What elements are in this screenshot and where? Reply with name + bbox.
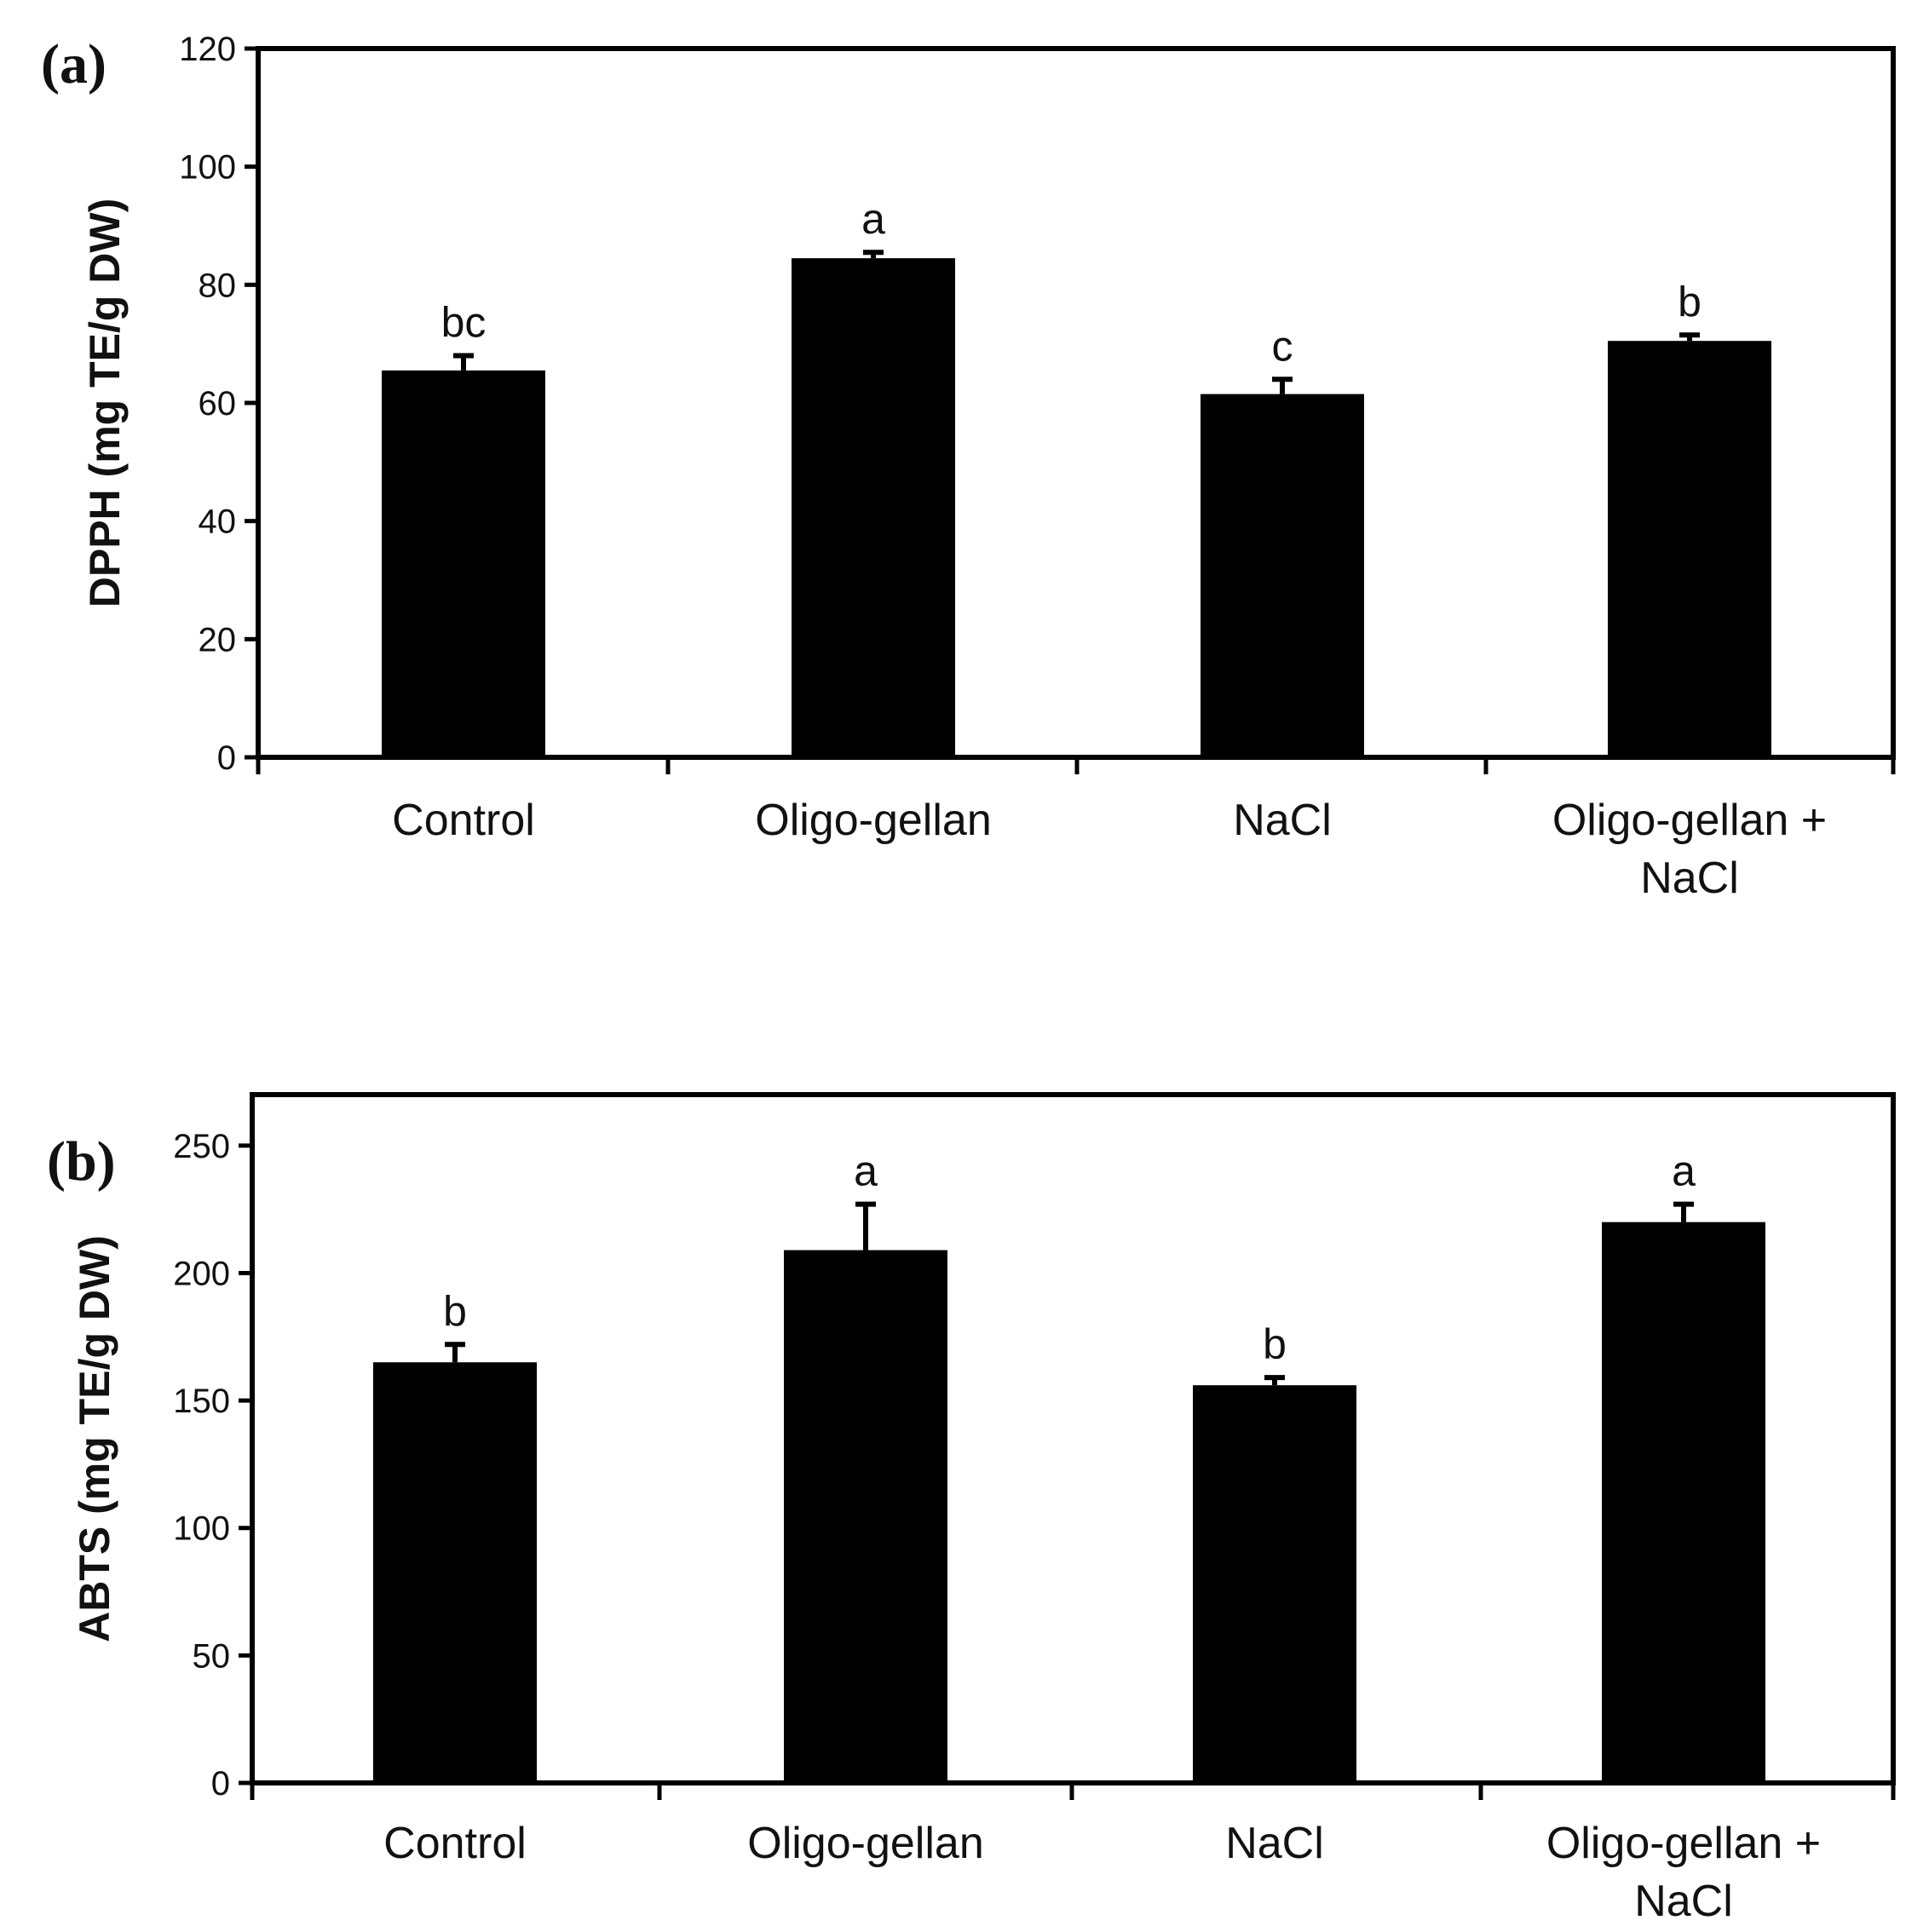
- bar: [792, 258, 955, 758]
- significance-label: c: [1272, 322, 1293, 370]
- y-tick-label: 50: [193, 1637, 231, 1675]
- y-axis-title: ABTS (mg TE/g DW): [71, 1235, 118, 1642]
- significance-label: bc: [441, 299, 487, 347]
- category-label: Oligo-gellan +: [1546, 1819, 1821, 1868]
- category-label: Oligo-gellan: [755, 796, 992, 845]
- bar: [373, 1362, 537, 1783]
- category-label: NaCl: [1233, 796, 1332, 845]
- significance-label: a: [854, 1147, 878, 1195]
- significance-label: a: [1672, 1147, 1696, 1195]
- y-tick-label: 100: [173, 1510, 230, 1548]
- significance-label: b: [1263, 1320, 1287, 1368]
- bar: [784, 1250, 947, 1783]
- category-label: Oligo-gellan: [747, 1819, 984, 1868]
- y-tick-label: 60: [199, 385, 237, 423]
- panel-1: 0 50 100 150 200 250 ABTS (mg TE/g DW) (b) b Cont…: [47, 1092, 1896, 1926]
- category-label: Control: [383, 1819, 527, 1868]
- bar: [1608, 341, 1771, 757]
- y-tick-label: 120: [179, 31, 236, 68]
- bar: [1193, 1385, 1356, 1783]
- y-tick-label: 80: [199, 267, 237, 304]
- y-tick-label: 250: [173, 1128, 230, 1165]
- y-tick-label: 150: [173, 1383, 230, 1420]
- y-tick-label: 40: [199, 503, 237, 541]
- y-tick-label: 100: [179, 149, 236, 187]
- category-label: NaCl: [1640, 854, 1739, 903]
- significance-label: a: [861, 195, 885, 243]
- significance-label: b: [443, 1287, 467, 1335]
- panel-label: (a): [41, 33, 107, 95]
- bar: [1602, 1222, 1765, 1783]
- category-label: Oligo-gellan +: [1552, 796, 1827, 845]
- category-label: Control: [392, 796, 535, 845]
- category-label: NaCl: [1634, 1877, 1733, 1926]
- y-tick-label: 20: [199, 621, 237, 658]
- y-axis-title: DPPH (mg TE/g DW): [81, 198, 129, 608]
- bar: [382, 370, 545, 757]
- y-tick-label: 0: [211, 1765, 230, 1803]
- y-tick-label: 0: [217, 739, 236, 777]
- bar: [1201, 394, 1364, 757]
- panel-label: (b): [47, 1130, 116, 1193]
- y-tick-label: 200: [173, 1255, 230, 1292]
- category-label: NaCl: [1225, 1819, 1324, 1868]
- significance-label: b: [1678, 278, 1702, 325]
